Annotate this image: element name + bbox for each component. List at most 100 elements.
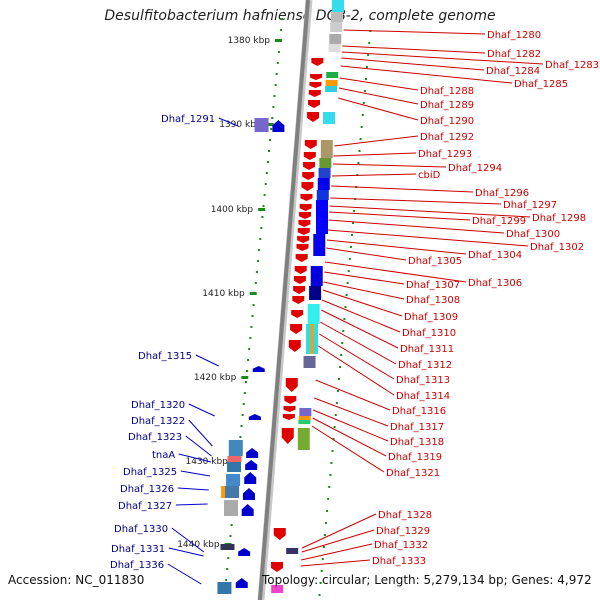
leader-line-right xyxy=(339,77,419,91)
inner-ruler-dot xyxy=(359,138,362,140)
leader-line-right xyxy=(329,211,471,221)
leader-line-right xyxy=(343,29,486,35)
feature-box xyxy=(310,266,323,286)
forward-gene-arrow xyxy=(294,266,307,274)
gene-label-right: Dhaf_1310 xyxy=(402,328,456,339)
reverse-gene-arrow xyxy=(238,548,251,556)
gene-label-right: Dhaf_1285 xyxy=(514,79,568,90)
gene-label-right: Dhaf_1293 xyxy=(418,149,472,160)
ruler-dot xyxy=(251,315,254,317)
feature-box xyxy=(331,12,344,22)
feature-box xyxy=(297,428,310,450)
forward-gene-arrow xyxy=(284,396,297,404)
kbp-tick xyxy=(258,208,266,211)
forward-gene-arrow xyxy=(297,236,310,243)
gene-label-left: Dhaf_1325 xyxy=(123,467,177,478)
leader-line-right xyxy=(331,185,474,193)
ruler-dot xyxy=(259,238,262,240)
ruler-dot xyxy=(242,403,245,405)
forward-gene-arrow xyxy=(295,254,308,262)
feature-box xyxy=(323,112,336,124)
feature-box xyxy=(299,408,312,416)
ruler-dot xyxy=(241,414,244,416)
feature-box xyxy=(271,585,284,593)
forward-gene-arrow xyxy=(290,324,303,334)
gene-label-right: Dhaf_1318 xyxy=(390,437,444,448)
forward-gene-arrow xyxy=(296,244,309,251)
ruler-dot xyxy=(271,117,274,119)
leader-line-left xyxy=(168,547,204,557)
leader-line-left xyxy=(180,470,211,477)
ruler-dot xyxy=(229,535,232,537)
reverse-gene-arrow xyxy=(246,448,259,458)
feature-box xyxy=(316,190,329,200)
gene-label-right: cbiD xyxy=(418,170,441,181)
leader-line-right xyxy=(326,239,467,255)
kbp-label: 1440 kbp xyxy=(177,540,220,550)
reverse-feature-box xyxy=(220,544,235,550)
ruler-dot xyxy=(270,128,273,130)
inner-ruler-dot xyxy=(362,102,365,104)
ruler-dot xyxy=(240,425,243,427)
ruler-dot xyxy=(255,271,258,273)
forward-gene-arrow xyxy=(285,378,298,392)
inner-ruler-dot xyxy=(322,546,325,548)
leader-line-right xyxy=(331,173,417,177)
forward-gene-arrow xyxy=(303,152,316,160)
forward-gene-arrow xyxy=(271,562,284,572)
reverse-feature-box xyxy=(254,118,269,132)
inner-ruler-dot xyxy=(336,390,339,392)
gene-label-right: Dhaf_1314 xyxy=(396,391,450,402)
reverse-feature-box xyxy=(224,500,238,516)
inner-ruler-dot xyxy=(349,246,352,248)
leader-line-right xyxy=(319,321,397,365)
gene-label-right: Dhaf_1299 xyxy=(472,216,526,227)
forward-gene-arrow xyxy=(303,162,316,170)
ruler-dot xyxy=(249,337,252,339)
forward-gene-arrow xyxy=(311,58,324,66)
ruler-dot xyxy=(275,73,278,75)
leader-line-left xyxy=(177,487,209,491)
feature-box xyxy=(328,44,341,52)
leader-line-left xyxy=(178,453,212,463)
inner-ruler-dot xyxy=(328,486,331,488)
kbp-tick xyxy=(249,292,257,295)
leader-line-right xyxy=(324,261,467,283)
leader-line-right xyxy=(342,45,486,54)
ruler-dot xyxy=(268,150,270,152)
forward-gene-arrow xyxy=(291,310,304,318)
forward-gene-arrow xyxy=(288,340,301,352)
leader-line-right xyxy=(313,397,389,427)
ruler-dot xyxy=(272,106,275,108)
feature-box xyxy=(325,80,338,86)
gene-label-right: Dhaf_1280 xyxy=(487,30,541,41)
leader-line-right xyxy=(320,309,399,349)
forward-gene-arrow xyxy=(283,406,296,412)
leader-line-right xyxy=(321,299,401,333)
inner-ruler-dot xyxy=(361,114,364,116)
forward-gene-arrow xyxy=(300,194,313,201)
ruler-dot xyxy=(263,194,266,196)
leader-line-right xyxy=(311,425,385,473)
gene-label-right: Dhaf_1329 xyxy=(376,526,430,537)
ruler-dot xyxy=(261,216,264,218)
feature-box xyxy=(330,22,343,32)
kbp-label: 1390 kbp xyxy=(219,120,262,130)
inner-ruler-dot xyxy=(325,522,328,524)
inner-ruler-dot xyxy=(330,462,333,464)
feature-box xyxy=(332,0,344,12)
inner-ruler-dot xyxy=(350,234,353,236)
forward-gene-arrow xyxy=(308,90,321,97)
ruler-dot xyxy=(230,524,233,526)
inner-ruler-dot xyxy=(345,294,348,296)
inner-ruler-dot xyxy=(340,354,343,356)
leader-line-left xyxy=(195,354,219,367)
reverse-gene-arrow xyxy=(272,120,285,132)
reverse-gene-arrow xyxy=(245,460,258,470)
leader-line-right xyxy=(327,229,529,247)
inner-ruler-dot xyxy=(358,150,361,152)
leader-line-left xyxy=(167,563,202,585)
inner-ruler-dot xyxy=(326,510,329,512)
gene-label-right: Dhaf_1309 xyxy=(404,312,458,323)
leader-line-right xyxy=(319,333,395,380)
